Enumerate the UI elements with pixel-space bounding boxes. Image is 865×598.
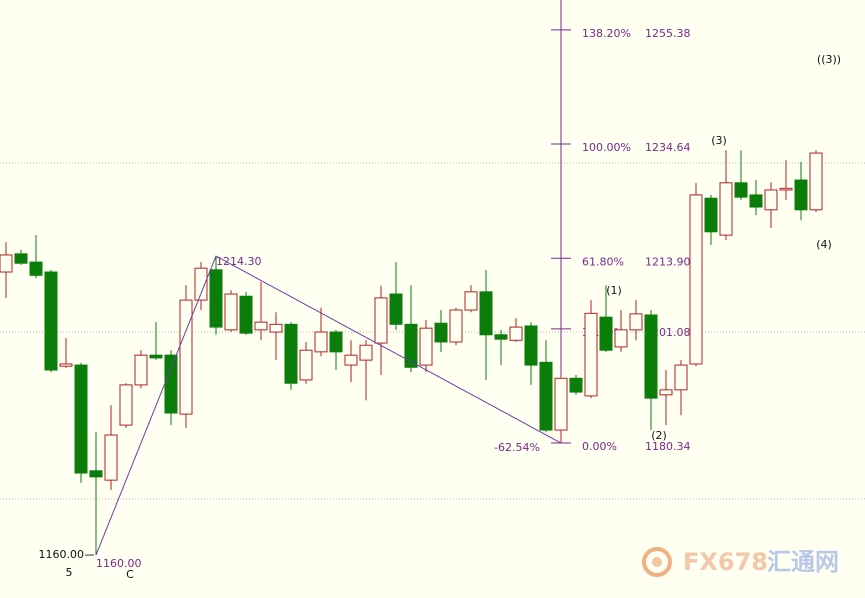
- annotation: 5: [66, 566, 73, 579]
- candle-body: [614, 329, 628, 348]
- candle-body: [554, 377, 568, 431]
- candle-body: [329, 331, 343, 353]
- candle-body: [0, 254, 13, 273]
- zigzag-line: [95, 255, 562, 556]
- candle-body: [359, 344, 373, 361]
- zigzag-label: 1160.00: [96, 557, 142, 570]
- annotation: (2): [651, 429, 667, 442]
- candle-body: [104, 434, 118, 481]
- fib-price: 1213.90: [645, 255, 691, 268]
- candle-body: [479, 291, 493, 336]
- candle-body: [14, 253, 28, 264]
- price-marker-label: 1160.00: [39, 548, 85, 561]
- annotation: (3): [711, 134, 727, 147]
- annotation: ((3)): [817, 53, 841, 66]
- candle-body: [584, 312, 598, 397]
- candle-body: [734, 182, 748, 198]
- fib-ratio: 138.20%: [582, 27, 631, 40]
- candle-body: [254, 321, 268, 331]
- candle-body: [809, 152, 823, 211]
- watermark: [642, 547, 672, 577]
- candle-body: [269, 323, 283, 333]
- candle-body: [449, 309, 463, 343]
- candle-body: [794, 179, 808, 211]
- candle-body: [224, 293, 238, 331]
- candle-body: [464, 291, 478, 311]
- candle-body: [674, 364, 688, 391]
- candle-body: [659, 389, 673, 396]
- candle-body: [779, 187, 793, 191]
- fib-price: 1234.64: [645, 141, 691, 154]
- candle-body: [749, 194, 763, 208]
- annotation: -62.54%: [494, 441, 540, 454]
- candle-body: [419, 327, 433, 366]
- candle-body: [404, 323, 418, 368]
- candle-body: [509, 326, 523, 341]
- candle-body: [629, 313, 643, 331]
- candle-body: [764, 189, 778, 211]
- candle-body: [494, 334, 508, 340]
- candle-body: [719, 182, 733, 236]
- candle-body: [134, 354, 148, 386]
- candle-body: [569, 377, 583, 393]
- candle-body: [539, 361, 553, 431]
- candle-body: [59, 363, 73, 367]
- candle-body: [29, 261, 43, 276]
- candle-body: [374, 297, 388, 344]
- watermark-text: 汇通网: [767, 548, 839, 576]
- candle-body: [644, 314, 658, 399]
- annotation: (4): [816, 238, 832, 251]
- candle-body: [164, 354, 178, 414]
- candle-body: [389, 293, 403, 325]
- fib-price: 1255.38: [645, 27, 691, 40]
- candle-body: [704, 197, 718, 233]
- watermark-logo: [642, 547, 672, 577]
- candle-body: [89, 470, 103, 478]
- candle-body: [179, 299, 193, 415]
- candle-body: [44, 271, 58, 371]
- candle-body: [209, 269, 223, 328]
- candle-body: [74, 364, 88, 474]
- candle-body: [599, 316, 613, 351]
- candle-body: [119, 384, 133, 426]
- candle-body: [344, 354, 358, 366]
- candle-body: [149, 354, 163, 359]
- candle-body: [689, 194, 703, 365]
- zigzag-label: 1214.30: [216, 255, 262, 268]
- candle-body: [239, 295, 253, 334]
- fib-price: 1180.34: [645, 440, 691, 453]
- candle-body: [284, 323, 298, 384]
- candle-body: [434, 322, 448, 343]
- annotation: (1): [606, 284, 622, 297]
- annotation: C: [126, 568, 134, 581]
- fib-ratio: 61.80%: [582, 255, 624, 268]
- watermark-text: FX678: [683, 548, 768, 576]
- watermark-logo: [652, 557, 662, 567]
- candle-body: [314, 331, 328, 353]
- candle-body: [299, 349, 313, 381]
- fib-ratio: 100.00%: [582, 141, 631, 154]
- candle-body: [194, 267, 208, 301]
- candle-body: [524, 325, 538, 366]
- fib-ratio: 0.00%: [582, 440, 617, 453]
